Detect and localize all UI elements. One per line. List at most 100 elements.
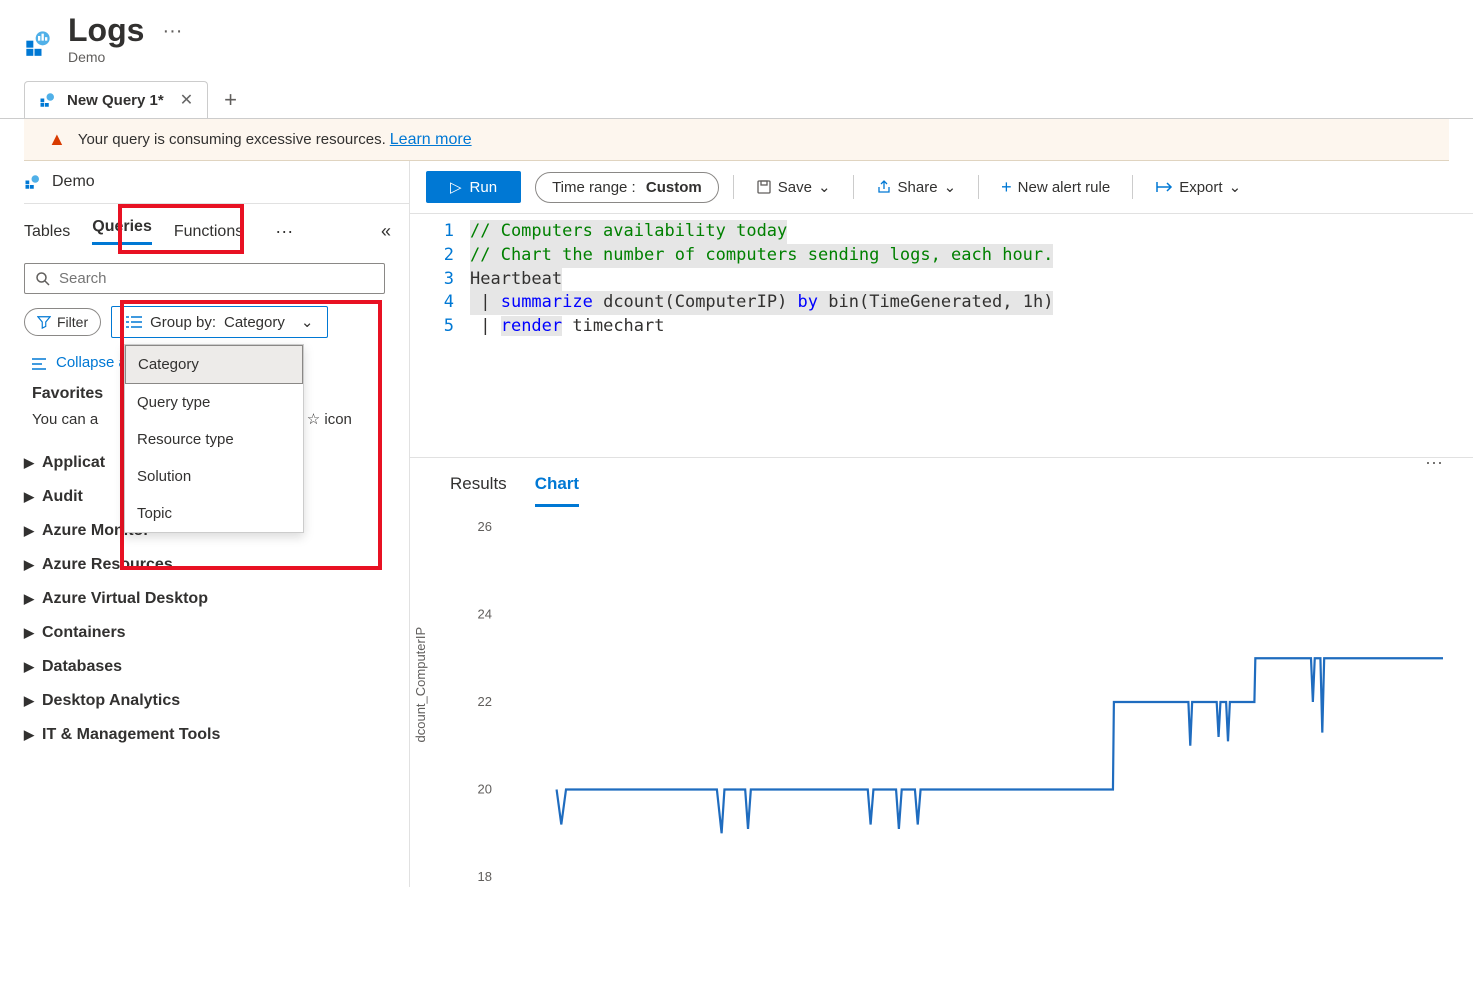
tab-queries[interactable]: Queries	[92, 218, 152, 245]
query-editor[interactable]: 1// Computers availability today 2// Cha…	[410, 214, 1473, 345]
tree-category[interactable]: ▶Databases	[24, 650, 409, 684]
svg-text:22: 22	[478, 694, 492, 709]
groupby-dropdown[interactable]: Group by: Category ⌄	[111, 306, 328, 338]
caret-right-icon: ▶	[24, 727, 34, 743]
page-title: Logs	[68, 12, 144, 49]
svg-text:24: 24	[478, 606, 492, 621]
query-tabs-row: New Query 1* ✕ +	[0, 81, 1473, 119]
chevron-down-icon: ⌄	[301, 313, 314, 331]
export-button[interactable]: Export ⌄	[1147, 174, 1249, 200]
warning-learn-more-link[interactable]: Learn more	[390, 131, 472, 149]
tree-category[interactable]: ▶Azure Virtual Desktop	[24, 582, 409, 616]
tree-category[interactable]: ▶Azure Resources	[24, 548, 409, 582]
tab-tables[interactable]: Tables	[24, 223, 70, 241]
chevron-down-icon: ⌄	[944, 178, 957, 196]
plus-icon: +	[1001, 177, 1012, 198]
filter-icon	[37, 315, 51, 329]
search-input[interactable]	[59, 270, 374, 287]
result-tabs: Results Chart ···	[410, 457, 1473, 507]
caret-right-icon: ▶	[24, 455, 34, 471]
query-toolbar: ▷ Run Time range : Custom Save ⌄ Share ⌄	[410, 161, 1473, 214]
new-alert-button[interactable]: + New alert rule	[993, 173, 1118, 202]
separator	[733, 175, 734, 199]
add-tab-button[interactable]: +	[224, 87, 237, 113]
groupby-option[interactable]: Category	[125, 345, 303, 384]
groupby-option[interactable]: Resource type	[125, 421, 303, 458]
groupby-icon	[126, 315, 142, 329]
time-range-picker[interactable]: Time range : Custom	[535, 172, 719, 203]
save-label: Save	[778, 179, 812, 196]
groupby-value: Category	[224, 314, 285, 331]
page-subtitle: Demo	[68, 49, 144, 65]
search-box[interactable]	[24, 263, 385, 294]
groupby-option[interactable]: Query type	[125, 384, 303, 421]
tab-chart[interactable]: Chart	[535, 474, 579, 507]
query-tab-label: New Query 1*	[67, 92, 164, 109]
query-tab[interactable]: New Query 1* ✕	[24, 81, 208, 118]
page-header: Logs Demo ···	[0, 0, 1473, 77]
tree-category[interactable]: ▶Desktop Analytics	[24, 684, 409, 718]
groupby-menu: CategoryQuery typeResource typeSolutionT…	[124, 344, 304, 533]
content-pane: ▷ Run Time range : Custom Save ⌄ Share ⌄	[410, 161, 1473, 887]
export-icon	[1155, 180, 1173, 194]
collapse-all-label: Collapse all	[56, 354, 134, 371]
tab-functions[interactable]: Functions	[174, 223, 243, 241]
time-range-label: Time range :	[552, 179, 636, 196]
collapse-icon	[32, 356, 48, 370]
caret-right-icon: ▶	[24, 693, 34, 709]
tree-category[interactable]: ▶IT & Management Tools	[24, 718, 409, 752]
sidebar: Demo Tables Queries Functions ··· » Filt…	[0, 161, 410, 887]
scope-selector[interactable]: Demo	[24, 161, 409, 204]
chart-area: dcount_ComputerIP 18 20 22 24 26	[410, 507, 1473, 887]
caret-right-icon: ▶	[24, 557, 34, 573]
groupby-option[interactable]: Solution	[125, 458, 303, 495]
chevron-down-icon: ⌄	[1229, 178, 1242, 196]
chevron-down-icon: ⌄	[818, 178, 831, 196]
logs-logo-icon	[24, 29, 52, 57]
share-button[interactable]: Share ⌄	[868, 174, 965, 200]
sidebar-tabs-more[interactable]: ···	[275, 221, 293, 242]
favorites-title: Favorites	[32, 385, 103, 402]
separator	[853, 175, 854, 199]
run-label: Run	[470, 179, 498, 196]
separator	[978, 175, 979, 199]
tab-results[interactable]: Results	[450, 474, 507, 507]
scope-icon	[24, 173, 42, 191]
caret-right-icon: ▶	[24, 659, 34, 675]
new-alert-label: New alert rule	[1018, 179, 1111, 196]
share-icon	[876, 179, 892, 195]
svg-text:18: 18	[478, 869, 492, 884]
svg-text:26: 26	[478, 519, 492, 534]
query-tab-icon	[39, 91, 57, 109]
caret-right-icon: ▶	[24, 489, 34, 505]
warning-text: Your query is consuming excessive resour…	[78, 131, 386, 148]
svg-text:20: 20	[478, 781, 492, 796]
chart-y-label: dcount_ComputerIP	[413, 627, 428, 743]
filter-button[interactable]: Filter	[24, 308, 101, 336]
warning-banner: ▲ Your query is consuming excessive reso…	[24, 119, 1449, 161]
filter-label: Filter	[57, 314, 88, 330]
timechart: 18 20 22 24 26	[460, 517, 1453, 887]
time-range-value: Custom	[646, 179, 702, 196]
warning-icon: ▲	[48, 129, 66, 150]
run-button[interactable]: ▷ Run	[426, 171, 521, 203]
save-icon	[756, 179, 772, 195]
caret-right-icon: ▶	[24, 591, 34, 607]
separator	[1132, 175, 1133, 199]
save-button[interactable]: Save ⌄	[748, 174, 839, 200]
sidebar-tabs: Tables Queries Functions ··· »	[24, 204, 409, 259]
sidebar-collapse-icon[interactable]: »	[381, 221, 391, 242]
result-more-button[interactable]: ···	[1425, 452, 1443, 473]
search-icon	[35, 271, 51, 287]
caret-right-icon: ▶	[24, 625, 34, 641]
caret-right-icon: ▶	[24, 523, 34, 539]
tab-close-icon[interactable]: ✕	[180, 90, 193, 110]
scope-name: Demo	[52, 173, 95, 191]
export-label: Export	[1179, 179, 1222, 196]
share-label: Share	[898, 179, 938, 196]
header-more-button[interactable]: ···	[162, 20, 182, 43]
groupby-prefix: Group by:	[150, 314, 216, 331]
tree-category[interactable]: ▶Containers	[24, 616, 409, 650]
play-icon: ▷	[450, 178, 462, 196]
groupby-option[interactable]: Topic	[125, 495, 303, 532]
